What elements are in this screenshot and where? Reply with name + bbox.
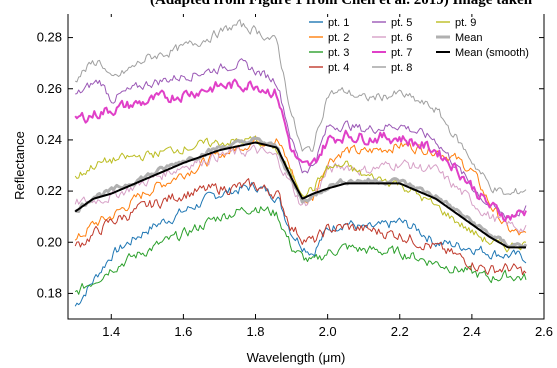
legend-label-mean-smooth: Mean (smooth) bbox=[455, 47, 529, 59]
legend-label-pt-3: pt. 3 bbox=[328, 47, 349, 59]
legend-label-pt-4: pt. 4 bbox=[328, 62, 349, 74]
series-line-pt-7 bbox=[74, 78, 527, 222]
x-tick-label: 2.4 bbox=[463, 324, 481, 339]
series-line-pt-8 bbox=[74, 19, 527, 195]
y-tick-label: 0.22 bbox=[37, 183, 62, 198]
legend-label-pt-1: pt. 1 bbox=[328, 17, 349, 29]
header-caption: (Adapted from Figure 1 from Chen et al. … bbox=[150, 0, 533, 8]
header-mask bbox=[0, 0, 557, 14]
legend-label-mean: Mean bbox=[455, 32, 483, 44]
series-line-pt-2 bbox=[74, 135, 527, 241]
x-tick-label: 2.6 bbox=[535, 324, 553, 339]
legend-label-pt-9: pt. 9 bbox=[455, 17, 476, 29]
x-tick-label: 1.8 bbox=[246, 324, 264, 339]
legend-label-pt-5: pt. 5 bbox=[391, 17, 412, 29]
legend: pt. 1 pt. 2 pt. 3 pt. 4 pt. 5 pt. 6 pt. 7 pt. 8… bbox=[309, 17, 529, 74]
legend-label-pt-2: pt. 2 bbox=[328, 32, 349, 44]
series-line-pt-5 bbox=[75, 58, 527, 219]
x-tick-label: 2.0 bbox=[319, 324, 337, 339]
y-tick-label: 0.28 bbox=[37, 30, 62, 45]
axes: 1.4 1.6 1.8 2.0 2.2 2.4 2.6 0.18 0.20 0.22 0.24 0.2… bbox=[12, 11, 553, 365]
y-tick-label: 0.26 bbox=[37, 81, 62, 96]
series-line-pt-9 bbox=[74, 135, 527, 253]
x-tick-label: 1.6 bbox=[174, 324, 192, 339]
series-line-pt-4 bbox=[74, 178, 527, 276]
legend-label-pt-7: pt. 7 bbox=[391, 47, 412, 59]
y-tick-label: 0.24 bbox=[37, 132, 62, 147]
plot-lines bbox=[74, 19, 528, 307]
legend-label-pt-6: pt. 6 bbox=[391, 32, 412, 44]
series-line-mean-smooth bbox=[74, 141, 526, 249]
series-line-pt-3 bbox=[74, 206, 527, 295]
y-tick-label: 0.20 bbox=[37, 234, 62, 249]
y-axis-label: Reflectance bbox=[12, 131, 27, 200]
x-axis-label: Wavelength (μm) bbox=[247, 350, 346, 365]
y-tick-label: 0.18 bbox=[37, 285, 62, 300]
x-tick-label: 1.4 bbox=[102, 324, 120, 339]
series-line-pt-1 bbox=[74, 181, 527, 307]
series-line-pt-6 bbox=[74, 144, 527, 234]
x-tick-label: 2.2 bbox=[391, 324, 409, 339]
legend-label-pt-8: pt. 8 bbox=[391, 62, 412, 74]
